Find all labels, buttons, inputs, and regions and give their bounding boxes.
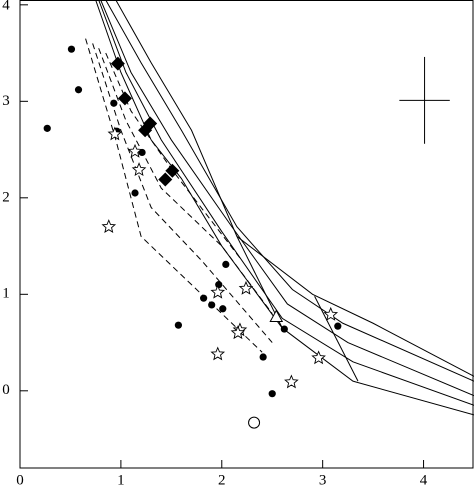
point (259, 353, 267, 361)
point (323, 306, 339, 321)
model-line (115, 0, 474, 377)
y-tick-label: 3 (2, 93, 10, 109)
point (165, 163, 180, 178)
point (67, 45, 76, 53)
point (200, 294, 208, 302)
model-line (85, 38, 263, 353)
point (74, 86, 83, 94)
point (210, 346, 226, 361)
point (158, 172, 173, 187)
model-line (105, 0, 474, 382)
point (238, 280, 254, 295)
point (230, 325, 246, 340)
point (101, 219, 117, 233)
x-tick-label: 1 (117, 472, 125, 488)
point (127, 143, 143, 158)
model-line (98, 48, 273, 314)
point (110, 99, 118, 107)
point (43, 124, 51, 132)
point (131, 189, 139, 197)
model-line (98, 0, 474, 406)
plot-frame (19, 0, 474, 469)
y-tick-label: 0 (2, 382, 10, 398)
model-line (95, 0, 474, 416)
point (208, 301, 216, 309)
x-tick-label: 0 (16, 472, 24, 488)
point (334, 322, 342, 330)
point (284, 374, 299, 389)
point (215, 281, 223, 289)
point (268, 390, 276, 398)
point (248, 416, 261, 429)
x-tick-label: 3 (319, 472, 327, 488)
point (280, 325, 288, 333)
point (219, 305, 227, 313)
y-tick-label: 4 (2, 0, 10, 13)
point (107, 126, 123, 141)
point (174, 321, 182, 329)
x-tick-label: 2 (218, 472, 226, 488)
model-line (105, 52, 243, 261)
point (117, 91, 132, 106)
y-tick-label: 1 (2, 286, 10, 302)
point (311, 350, 326, 365)
point (143, 116, 158, 131)
x-tick-label: 4 (420, 472, 428, 488)
point (210, 284, 226, 299)
point (222, 260, 230, 268)
point (131, 162, 147, 177)
point (269, 309, 284, 323)
model-line (100, 0, 474, 397)
model-line (92, 43, 273, 343)
y-tick-label: 2 (2, 189, 10, 205)
model-line (314, 296, 359, 382)
point (110, 56, 125, 71)
